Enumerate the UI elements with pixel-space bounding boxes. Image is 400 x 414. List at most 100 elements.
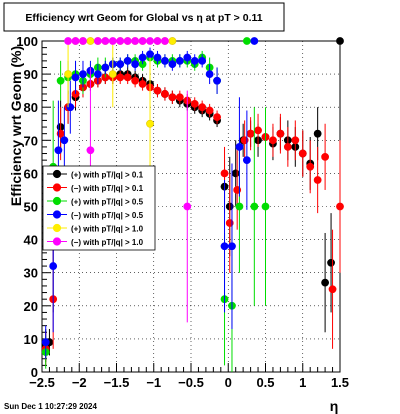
data-point xyxy=(64,70,72,78)
data-point xyxy=(161,90,169,98)
data-point xyxy=(153,37,162,45)
y-tick-label: 40 xyxy=(24,233,38,248)
data-point xyxy=(138,53,147,62)
data-point xyxy=(231,169,240,178)
axes: −2.5 −2 −1.5 −1 −0.5 0 0.5 1 1.5 0 10 20 30 40 50 60 70 8… xyxy=(16,34,349,390)
timestamp: Sun Dec 1 10:27:29 2024 xyxy=(4,402,97,411)
data-point xyxy=(79,70,87,78)
data-point xyxy=(190,56,199,65)
data-point xyxy=(336,37,344,45)
data-point xyxy=(116,37,125,45)
data-point xyxy=(138,80,147,88)
x-tick-label: −2.5 xyxy=(29,375,55,390)
data-point xyxy=(168,93,177,102)
x-tick-label: 1.5 xyxy=(331,375,349,390)
legend-marker xyxy=(52,210,62,219)
data-point xyxy=(328,285,337,294)
y-tick-label: 0 xyxy=(31,365,38,380)
data-point xyxy=(41,338,50,347)
data-point xyxy=(101,63,110,72)
title-box xyxy=(3,2,285,32)
data-point xyxy=(183,53,192,62)
data-point xyxy=(93,37,102,45)
legend: (+) with pT/|q| > 0.1 (−) with pT/|q| > 0… xyxy=(42,165,156,251)
data-point xyxy=(108,37,117,45)
y-tick-label: 90 xyxy=(24,67,38,82)
data-point xyxy=(161,37,169,45)
data-point xyxy=(190,99,199,108)
y-tick-label: 60 xyxy=(24,166,38,181)
data-point xyxy=(276,129,285,138)
data-point xyxy=(108,70,117,78)
y-tick-label: 70 xyxy=(24,133,38,148)
legend-label: (+) with pT/|q| > 0.5 xyxy=(71,198,144,207)
data-point xyxy=(56,76,65,85)
legend-label: (+) with pT/|q| > 0.1 xyxy=(71,171,144,180)
data-point xyxy=(131,37,140,45)
x-axis-label: η xyxy=(330,398,339,414)
data-point xyxy=(123,37,132,45)
data-point xyxy=(250,202,259,211)
y-tick-label: 80 xyxy=(24,100,38,115)
data-point xyxy=(168,60,177,69)
x-tick-label: −1 xyxy=(146,375,161,390)
legend-label: (+) with pT/|q| > 1.0 xyxy=(71,225,144,234)
data-point xyxy=(254,126,262,135)
chart-title: Efficiency wrt Geom for Global vs η at p… xyxy=(25,12,262,24)
x-tick-label: 0.5 xyxy=(256,375,274,390)
data-point xyxy=(313,176,322,184)
data-point xyxy=(131,60,140,69)
data-point xyxy=(161,56,169,65)
data-point xyxy=(175,56,184,65)
legend-marker xyxy=(52,196,62,206)
data-point xyxy=(146,50,154,59)
series-6 xyxy=(64,37,192,323)
data-point xyxy=(60,136,69,145)
legend-box xyxy=(42,165,156,251)
legend-marker xyxy=(52,223,62,233)
y-tick-label: 30 xyxy=(24,266,38,281)
data-point xyxy=(321,152,329,161)
data-point xyxy=(93,70,102,78)
legend-marker xyxy=(52,169,62,179)
legend-label: (−) with pT/|q| > 1.0 xyxy=(71,238,144,247)
x-tick-label: 1 xyxy=(299,375,306,390)
data-point xyxy=(336,202,344,211)
data-point xyxy=(86,37,95,45)
data-point xyxy=(146,37,154,45)
data-point xyxy=(146,119,154,128)
data-point xyxy=(235,202,244,211)
data-point xyxy=(213,76,221,85)
data-point xyxy=(213,113,221,122)
data-point xyxy=(283,143,292,151)
data-point xyxy=(54,146,63,155)
x-tick-label: 0 xyxy=(225,375,232,390)
data-point xyxy=(235,143,244,151)
series-4 xyxy=(41,37,259,359)
y-tick-label: 100 xyxy=(16,34,38,49)
legend-marker xyxy=(52,183,62,192)
data-point xyxy=(198,56,207,65)
data-point xyxy=(220,169,229,178)
data-point xyxy=(153,53,162,62)
data-point xyxy=(101,37,110,45)
data-point xyxy=(79,37,87,45)
data-point xyxy=(250,37,259,45)
data-point xyxy=(71,73,80,82)
data-point xyxy=(261,202,270,211)
data-point xyxy=(175,93,184,102)
data-point xyxy=(269,136,277,145)
data-point xyxy=(123,56,132,65)
data-point xyxy=(153,86,162,95)
data-point xyxy=(291,136,300,145)
y-axis-label: Efficiency wrt Geom (%) xyxy=(8,46,24,206)
data-point xyxy=(242,156,251,165)
data-point xyxy=(138,37,147,45)
data-point xyxy=(228,242,236,251)
y-tick-label: 10 xyxy=(24,332,38,347)
data-point xyxy=(49,262,58,270)
data-point xyxy=(86,146,95,155)
data-point xyxy=(298,149,307,158)
data-point xyxy=(205,106,214,115)
